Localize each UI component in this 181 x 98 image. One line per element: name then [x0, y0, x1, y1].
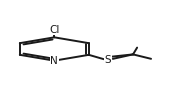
Text: S: S	[104, 55, 111, 65]
Text: Cl: Cl	[49, 25, 60, 35]
Text: N: N	[50, 56, 58, 66]
